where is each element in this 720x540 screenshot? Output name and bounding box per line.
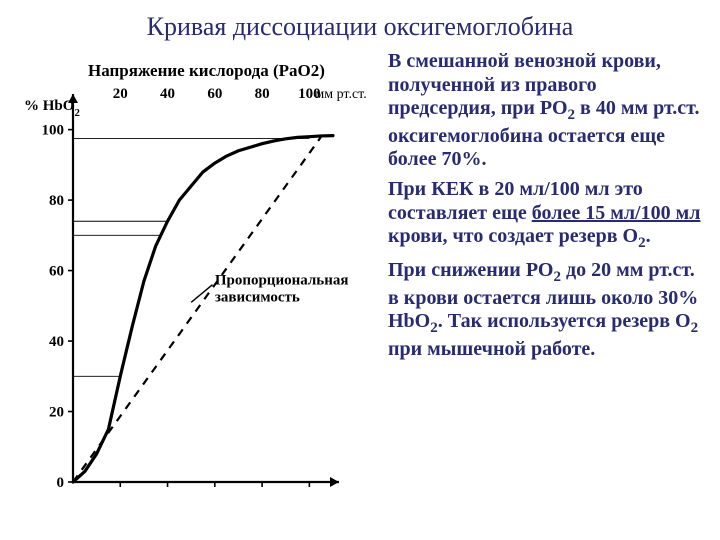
svg-text:40: 40 — [160, 86, 175, 102]
svg-text:Напряжение кислорода (РаО2): Напряжение кислорода (РаО2) — [88, 61, 325, 80]
svg-text:60: 60 — [49, 264, 64, 280]
svg-text:зависимость: зависимость — [215, 290, 300, 306]
body-paragraph: В смешанной венозной крови, полученной и… — [388, 50, 702, 172]
chart-panel: Напряжение кислорода (РаО2)% HbO2мм рт.с… — [18, 50, 378, 526]
svg-text:100: 100 — [42, 123, 65, 139]
slide: Кривая диссоциации оксигемоглобина Напря… — [0, 0, 720, 540]
dissociation-curve-chart: Напряжение кислорода (РаО2)% HbO2мм рт.с… — [18, 50, 378, 510]
svg-text:20: 20 — [49, 405, 64, 421]
svg-text:мм рт.ст.: мм рт.ст. — [315, 87, 366, 102]
content-row: Напряжение кислорода (РаО2)% HbO2мм рт.с… — [18, 50, 702, 526]
svg-text:60: 60 — [207, 86, 222, 102]
svg-text:0: 0 — [57, 475, 65, 491]
body-paragraph: При КЕК в 20 мл/100 мл это составляет ещ… — [388, 178, 702, 253]
text-panel: В смешанной венозной крови, полученной и… — [378, 50, 702, 526]
svg-text:20: 20 — [113, 86, 128, 102]
svg-text:100: 100 — [298, 86, 321, 102]
slide-title: Кривая диссоциации оксигемоглобина — [18, 12, 702, 42]
svg-text:80: 80 — [49, 193, 64, 209]
svg-text:Пропорциональная: Пропорциональная — [215, 273, 349, 289]
svg-text:80: 80 — [255, 86, 270, 102]
svg-text:40: 40 — [49, 334, 64, 350]
body-paragraph: При снижении РО2 до 20 мм рт.ст. в крови… — [388, 259, 702, 362]
